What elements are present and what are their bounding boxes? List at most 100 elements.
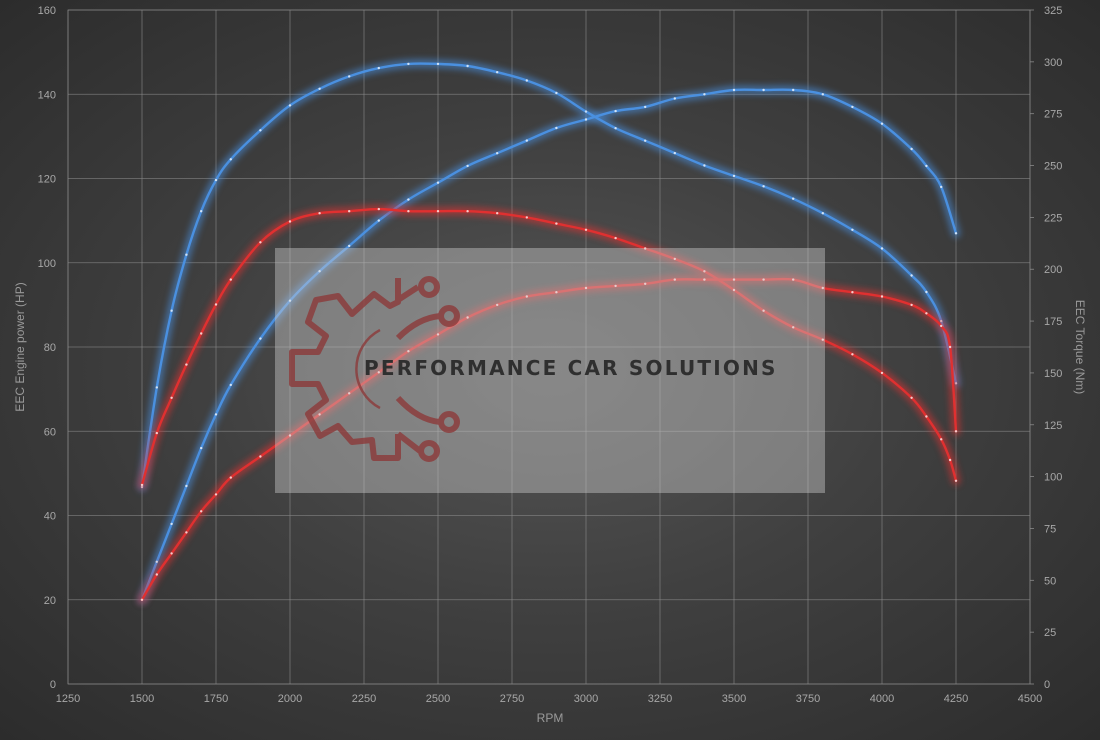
data-point bbox=[673, 151, 676, 155]
right-axis-label: EEC Torque (Nm) bbox=[1073, 300, 1087, 394]
x-tick-label: 3750 bbox=[796, 693, 820, 705]
series-2 bbox=[137, 204, 961, 490]
series-1 bbox=[137, 85, 961, 605]
x-tick-label: 3000 bbox=[574, 693, 598, 705]
right-tick-label: 0 bbox=[1044, 679, 1050, 691]
right-tick-label: 25 bbox=[1044, 627, 1056, 639]
data-point bbox=[555, 222, 558, 225]
left-tick-label: 140 bbox=[38, 89, 56, 101]
right-tick-label: 300 bbox=[1044, 57, 1062, 69]
right-tick-label: 200 bbox=[1044, 264, 1062, 276]
right-tick-label: 125 bbox=[1044, 420, 1062, 432]
data-point bbox=[348, 210, 351, 213]
data-point bbox=[880, 247, 884, 250]
data-point bbox=[525, 139, 528, 142]
right-tick-label: 75 bbox=[1044, 523, 1056, 535]
data-point bbox=[910, 396, 913, 399]
x-tick-label: 4500 bbox=[1018, 693, 1042, 705]
data-point bbox=[762, 88, 765, 92]
left-tick-label: 100 bbox=[38, 258, 56, 270]
data-point bbox=[732, 278, 736, 281]
data-point bbox=[821, 93, 824, 96]
series-line bbox=[140, 277, 958, 601]
series-line bbox=[140, 207, 958, 487]
x-tick-label: 2500 bbox=[426, 693, 450, 705]
data-point bbox=[925, 312, 928, 315]
data-point bbox=[229, 383, 232, 387]
data-point bbox=[954, 232, 958, 235]
data-point bbox=[466, 164, 469, 168]
data-point bbox=[762, 185, 765, 188]
right-tick-label: 50 bbox=[1044, 575, 1056, 587]
data-point bbox=[407, 210, 410, 213]
data-point bbox=[940, 185, 943, 189]
data-point bbox=[910, 303, 913, 307]
data-point bbox=[925, 415, 928, 418]
data-point bbox=[644, 139, 647, 142]
gear-circuit-icon bbox=[289, 276, 460, 462]
data-point bbox=[436, 210, 440, 213]
right-tick-label: 150 bbox=[1044, 368, 1062, 380]
data-point bbox=[200, 210, 203, 213]
data-point bbox=[155, 560, 158, 563]
data-point bbox=[496, 303, 499, 307]
data-point bbox=[318, 270, 321, 273]
data-point bbox=[377, 371, 380, 374]
x-axis-label: RPM bbox=[537, 711, 564, 725]
data-point bbox=[910, 147, 913, 151]
watermark-panel bbox=[275, 248, 825, 493]
data-point bbox=[185, 484, 188, 488]
data-point bbox=[673, 97, 676, 100]
data-point bbox=[200, 332, 203, 335]
data-point bbox=[614, 127, 617, 130]
series bbox=[137, 59, 961, 605]
x-tick-label: 3500 bbox=[722, 693, 746, 705]
data-point bbox=[288, 104, 292, 107]
data-point bbox=[703, 270, 706, 273]
data-point bbox=[140, 483, 144, 487]
data-point bbox=[140, 598, 144, 601]
data-point bbox=[821, 338, 824, 341]
data-point bbox=[407, 62, 410, 66]
data-point bbox=[229, 476, 232, 479]
data-point bbox=[525, 79, 528, 82]
data-point bbox=[348, 392, 351, 395]
data-point bbox=[555, 126, 558, 130]
data-point bbox=[703, 278, 706, 281]
data-point bbox=[821, 212, 824, 215]
data-point bbox=[377, 207, 380, 211]
x-tick-label: 2750 bbox=[500, 693, 524, 705]
data-point bbox=[851, 353, 854, 356]
data-point bbox=[170, 522, 173, 526]
data-point bbox=[318, 87, 321, 91]
right-tick-label: 100 bbox=[1044, 472, 1062, 484]
data-point bbox=[851, 228, 854, 231]
data-point bbox=[954, 479, 958, 482]
data-point bbox=[614, 284, 617, 288]
data-point bbox=[762, 278, 765, 281]
data-point bbox=[155, 386, 158, 389]
series-0 bbox=[137, 59, 961, 492]
data-point bbox=[940, 438, 943, 441]
left-tick-label: 160 bbox=[38, 5, 56, 17]
left-tick-label: 20 bbox=[44, 595, 56, 607]
axes: 1250 1500 1750 2000 2250 2500 2750 3000 3250 3500… bbox=[38, 5, 1063, 705]
data-point bbox=[407, 350, 410, 353]
x-tick-label: 1750 bbox=[204, 693, 228, 705]
data-point bbox=[703, 93, 706, 96]
data-point bbox=[925, 164, 928, 168]
data-point bbox=[792, 88, 795, 92]
data-point bbox=[732, 288, 736, 292]
left-tick-label: 0 bbox=[50, 679, 56, 691]
data-point bbox=[496, 212, 499, 215]
data-point bbox=[436, 181, 440, 184]
data-point bbox=[170, 309, 173, 312]
data-point bbox=[229, 158, 232, 161]
data-point bbox=[377, 66, 380, 70]
left-tick-label: 120 bbox=[38, 174, 56, 186]
data-point bbox=[880, 295, 884, 298]
data-point bbox=[377, 219, 380, 222]
x-tick-label: 2250 bbox=[352, 693, 376, 705]
data-point bbox=[614, 109, 617, 113]
